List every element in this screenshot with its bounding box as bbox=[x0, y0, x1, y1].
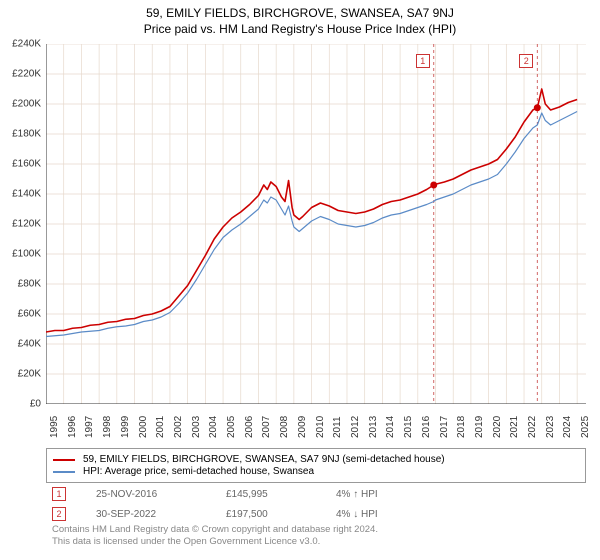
chart-title-block: 59, EMILY FIELDS, BIRCHGROVE, SWANSEA, S… bbox=[0, 0, 600, 38]
annotation-date-2: 30-SEP-2022 bbox=[96, 509, 196, 520]
x-tick-label: 2017 bbox=[439, 416, 450, 438]
x-tick-label: 1995 bbox=[49, 416, 60, 438]
annotation-badge-2: 2 bbox=[52, 507, 66, 521]
x-tick-label: 2004 bbox=[208, 416, 219, 438]
x-tick-label: 2018 bbox=[456, 416, 467, 438]
x-tick-label: 2007 bbox=[261, 416, 272, 438]
x-tick-label: 2010 bbox=[315, 416, 326, 438]
legend-swatch-property bbox=[53, 459, 75, 461]
x-tick-label: 2005 bbox=[226, 416, 237, 438]
y-tick-label: £140K bbox=[12, 189, 41, 200]
y-tick-label: £20K bbox=[18, 369, 41, 380]
y-tick-label: £240K bbox=[12, 39, 41, 50]
x-axis-labels: 1995 1996 1997 1998 1999 2000 2001 2002 2003 2004… bbox=[46, 408, 586, 448]
annotation-delta-2: 4% ↓ HPI bbox=[336, 509, 378, 520]
x-tick-label: 2016 bbox=[421, 416, 432, 438]
y-tick-label: £200K bbox=[12, 99, 41, 110]
y-tick-label: £80K bbox=[18, 279, 41, 290]
chart-marker-badge-1: 1 bbox=[416, 54, 430, 68]
legend-label-property: 59, EMILY FIELDS, BIRCHGROVE, SWANSEA, S… bbox=[83, 454, 445, 465]
title-address: 59, EMILY FIELDS, BIRCHGROVE, SWANSEA, S… bbox=[10, 6, 590, 20]
x-tick-label: 1999 bbox=[120, 416, 131, 438]
legend-row-property: 59, EMILY FIELDS, BIRCHGROVE, SWANSEA, S… bbox=[53, 454, 579, 465]
title-subtitle: Price paid vs. HM Land Registry's House … bbox=[10, 22, 590, 36]
x-tick-label: 2014 bbox=[385, 416, 396, 438]
x-tick-label: 2008 bbox=[279, 416, 290, 438]
x-tick-label: 2015 bbox=[403, 416, 414, 438]
chart-svg bbox=[46, 44, 586, 404]
x-tick-label: 2003 bbox=[191, 416, 202, 438]
y-tick-label: £220K bbox=[12, 69, 41, 80]
x-tick-label: 2001 bbox=[155, 416, 166, 438]
legend-row-hpi: HPI: Average price, semi-detached house,… bbox=[53, 466, 579, 477]
x-tick-label: 2002 bbox=[173, 416, 184, 438]
chart-plot-area bbox=[46, 44, 586, 404]
x-tick-label: 1996 bbox=[67, 416, 78, 438]
x-tick-label: 2012 bbox=[350, 416, 361, 438]
annotations-table: 1 25-NOV-2016 £145,995 4% ↑ HPI 2 30-SEP… bbox=[46, 484, 586, 524]
chart-marker-badge-2: 2 bbox=[519, 54, 533, 68]
y-tick-label: £40K bbox=[18, 339, 41, 350]
annotation-row-2: 2 30-SEP-2022 £197,500 4% ↓ HPI bbox=[46, 504, 586, 524]
annotation-row-1: 1 25-NOV-2016 £145,995 4% ↑ HPI bbox=[46, 484, 586, 504]
x-tick-label: 2009 bbox=[297, 416, 308, 438]
legend-swatch-hpi bbox=[53, 471, 75, 473]
y-tick-label: £0 bbox=[30, 399, 41, 410]
x-tick-label: 2024 bbox=[562, 416, 573, 438]
y-tick-label: £120K bbox=[12, 219, 41, 230]
x-tick-label: 2000 bbox=[138, 416, 149, 438]
x-tick-label: 2022 bbox=[527, 416, 538, 438]
x-tick-label: 2006 bbox=[244, 416, 255, 438]
x-tick-label: 2013 bbox=[368, 416, 379, 438]
y-tick-label: £100K bbox=[12, 249, 41, 260]
y-tick-label: £180K bbox=[12, 129, 41, 140]
annotation-delta-1: 4% ↑ HPI bbox=[336, 489, 378, 500]
annotation-price-2: £197,500 bbox=[226, 509, 306, 520]
x-tick-label: 2020 bbox=[492, 416, 503, 438]
x-tick-label: 2023 bbox=[545, 416, 556, 438]
x-tick-label: 2019 bbox=[474, 416, 485, 438]
footnote: Contains HM Land Registry data © Crown c… bbox=[46, 524, 586, 548]
legend: 59, EMILY FIELDS, BIRCHGROVE, SWANSEA, S… bbox=[46, 448, 586, 483]
annotation-date-1: 25-NOV-2016 bbox=[96, 489, 196, 500]
x-tick-label: 2011 bbox=[332, 416, 343, 438]
x-tick-label: 1998 bbox=[102, 416, 113, 438]
x-tick-label: 2021 bbox=[509, 416, 520, 438]
x-tick-label: 1997 bbox=[84, 416, 95, 438]
y-axis-labels: £0£20K£40K£60K£80K£100K£120K£140K£160K£1… bbox=[0, 44, 44, 404]
legend-label-hpi: HPI: Average price, semi-detached house,… bbox=[83, 466, 314, 477]
y-tick-label: £60K bbox=[18, 309, 41, 320]
footnote-line2: This data is licensed under the Open Gov… bbox=[52, 536, 580, 548]
x-tick-label: 2025 bbox=[580, 416, 591, 438]
annotation-badge-1: 1 bbox=[52, 487, 66, 501]
footnote-line1: Contains HM Land Registry data © Crown c… bbox=[52, 524, 580, 536]
y-tick-label: £160K bbox=[12, 159, 41, 170]
annotation-price-1: £145,995 bbox=[226, 489, 306, 500]
